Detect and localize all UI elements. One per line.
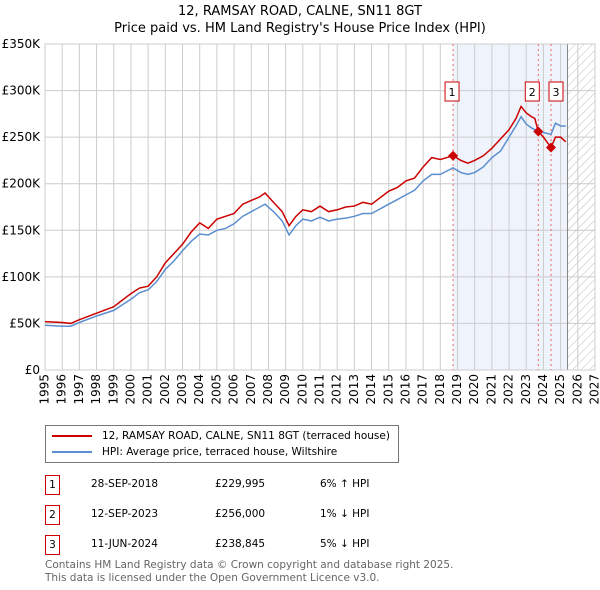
sale-date: 12-SEP-2023	[91, 508, 159, 520]
x-tick-label: 2017	[416, 374, 430, 405]
sale-point	[533, 126, 544, 137]
sale-hpi: 1% ↓ HPI	[320, 508, 370, 520]
y-tick-label: £100K	[2, 270, 42, 284]
sale-date: 28-SEP-2018	[91, 478, 159, 490]
sale-badge: 1	[45, 475, 60, 495]
footer-line: Contains HM Land Registry data © Crown c…	[45, 559, 454, 571]
sale-point	[448, 150, 459, 161]
x-tick-label: 2021	[484, 374, 498, 405]
x-tick-label: 2022	[502, 374, 516, 405]
series-line-property	[44, 104, 567, 325]
sale-label: 3	[553, 86, 560, 99]
sale-hpi: 6% ↑ HPI	[320, 478, 370, 490]
series-line-hpi	[44, 115, 566, 327]
x-tick-label: 2012	[330, 374, 344, 405]
x-tick-label: 2002	[158, 374, 172, 405]
sale-price: £238,845	[215, 538, 266, 550]
legend-label: HPI: Average price, terraced house, Wilt…	[102, 446, 338, 458]
sale-price: £256,000	[215, 508, 266, 520]
x-tick-label: 2001	[141, 374, 155, 405]
sale-badge: 3	[45, 535, 60, 555]
x-tick-label: 2013	[347, 374, 361, 405]
x-tick-label: 2009	[278, 374, 292, 405]
price-chart: 1995 1996 1997 1998 1999 2000 2001 2002 2003 2004…	[2, 37, 600, 405]
x-tick-label: 2014	[364, 374, 378, 405]
sale-price: £229,995	[215, 478, 266, 490]
x-tick-label: 2023	[519, 374, 533, 405]
y-tick-label: £50K	[9, 316, 41, 330]
forecast-hatch	[567, 44, 595, 370]
y-tick-label: £150K	[2, 223, 42, 237]
y-tick-label: £250K	[2, 130, 42, 144]
legend-swatch-red	[52, 435, 92, 437]
x-tick-label: 2007	[244, 374, 258, 405]
legend-item-hpi: HPI: Average price, terraced house, Wilt…	[46, 444, 337, 460]
x-tick-label: 2008	[261, 374, 275, 405]
x-tick-label: 2020	[467, 374, 481, 405]
x-tick-label: 2006	[227, 374, 241, 405]
x-tick-label: 2000	[123, 374, 137, 405]
footer-line: This data is licensed under the Open Gov…	[45, 572, 380, 584]
plot-frame	[44, 43, 596, 371]
sale-row: 3 11-JUN-2024 £238,845 5% ↓ HPI	[45, 535, 445, 555]
x-tick-label: 1997	[72, 374, 86, 405]
shaded-region	[453, 44, 568, 370]
y-tick-label: £350K	[2, 37, 42, 51]
x-tick-label: 2019	[450, 374, 464, 405]
y-tick-label: £300K	[2, 84, 42, 98]
x-tick-label: 2027	[588, 374, 600, 405]
x-tick-label: 2018	[433, 374, 447, 405]
sale-badge: 2	[45, 505, 60, 525]
y-tick-label: £0	[25, 363, 40, 377]
x-tick-label: 1995	[38, 374, 52, 405]
x-tick-label: 1999	[106, 374, 120, 405]
x-tick-label: 2004	[192, 374, 206, 405]
chart-subtitle: Price paid vs. HM Land Registry's House …	[114, 21, 486, 36]
footer: Contains HM Land Registry data © Crown c…	[45, 559, 453, 585]
sale-hpi: 5% ↓ HPI	[320, 538, 370, 550]
x-tick-label: 2015	[381, 374, 395, 405]
sale-date: 11-JUN-2024	[91, 538, 158, 550]
sale-row: 2 12-SEP-2023 £256,000 1% ↓ HPI	[45, 505, 445, 525]
sale-label-box	[548, 81, 564, 102]
legend-label: 12, RAMSAY ROAD, CALNE, SN11 8GT (terrac…	[102, 430, 390, 442]
sale-point	[546, 142, 556, 153]
sale-label: 2	[529, 86, 536, 99]
x-tick-label: 2011	[313, 374, 327, 405]
x-tick-label: 2003	[175, 374, 189, 405]
legend-swatch-blue	[52, 451, 92, 453]
sale-label-box	[444, 81, 460, 102]
sale-label-box	[524, 81, 540, 102]
y-tick-label: £200K	[2, 177, 42, 191]
sale-label: 1	[449, 86, 456, 99]
legend-item-property: 12, RAMSAY ROAD, CALNE, SN11 8GT (terrac…	[46, 428, 390, 444]
x-tick-label: 2010	[295, 374, 309, 405]
x-tick-label: 1998	[89, 374, 103, 405]
chart-title: 12, RAMSAY ROAD, CALNE, SN11 8GT	[178, 4, 422, 19]
x-tick-label: 2026	[570, 374, 584, 405]
x-tick-label: 2024	[536, 374, 550, 405]
legend: 12, RAMSAY ROAD, CALNE, SN11 8GT (terrac…	[45, 425, 399, 463]
sale-row: 1 28-SEP-2018 £229,995 6% ↑ HPI	[45, 475, 445, 495]
x-tick-label: 2005	[209, 374, 223, 405]
x-tick-label: 2025	[553, 374, 567, 405]
x-tick-label: 1996	[55, 374, 69, 405]
x-tick-label: 2016	[398, 374, 412, 405]
